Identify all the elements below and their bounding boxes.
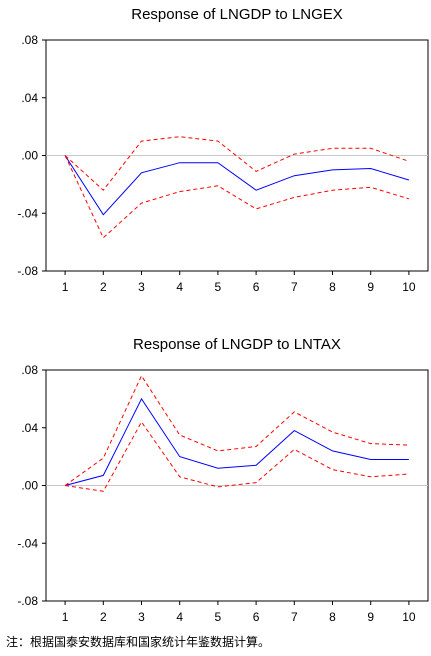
y-tick-label: -.04 xyxy=(17,536,38,550)
confidence-band-line xyxy=(64,155,410,239)
x-tick-label: 5 xyxy=(215,280,222,294)
y-tick-label: -.08 xyxy=(17,264,38,278)
y-tick-label: .08 xyxy=(21,363,38,377)
x-tick-label: 7 xyxy=(291,280,298,294)
x-tick-label: 7 xyxy=(291,610,298,624)
y-tick-label: .00 xyxy=(21,479,38,493)
x-tick-label: 6 xyxy=(253,280,260,294)
x-tick-label: 1 xyxy=(62,280,69,294)
x-tick-label: 3 xyxy=(138,280,145,294)
confidence-band-line xyxy=(64,374,409,486)
x-tick-label: 2 xyxy=(100,280,107,294)
x-tick-label: 9 xyxy=(367,610,374,624)
x-tick-label: 4 xyxy=(176,610,183,624)
x-tick-label: 8 xyxy=(329,280,336,294)
x-tick-label: 8 xyxy=(329,610,336,624)
y-tick-label: .04 xyxy=(21,91,38,105)
chart-title: Response of LNGDP to LNGEX xyxy=(131,6,343,23)
response-line xyxy=(64,155,410,216)
y-tick-label: .00 xyxy=(21,149,38,163)
chart-lngdp-to-lngex: Response of LNGDP to LNGEX .08 .04 .00 -.04 -… xyxy=(17,6,429,294)
confidence-band-line xyxy=(65,421,409,492)
x-tick-label: 9 xyxy=(367,280,374,294)
x-tick-label: 4 xyxy=(176,280,183,294)
footnote: 注：根据国泰安数据库和国家统计年鉴数据计算。 xyxy=(6,635,271,649)
x-tick-label: 10 xyxy=(402,280,416,294)
y-tick-label: .08 xyxy=(21,33,38,47)
x-tick-label: 6 xyxy=(253,610,260,624)
x-tick-label: 1 xyxy=(62,610,69,624)
y-tick-label: -.08 xyxy=(17,594,38,608)
x-tick-label: 3 xyxy=(138,610,145,624)
x-tick-label: 2 xyxy=(100,610,107,624)
x-tick-label: 5 xyxy=(215,610,222,624)
chart-title: Response of LNGDP to LNTAX xyxy=(133,336,341,353)
confidence-band-line xyxy=(64,136,410,191)
chart-lngdp-to-lntax: Response of LNGDP to LNTAX .08 .04 .00 -.04 -… xyxy=(17,336,429,624)
y-tick-label: -.04 xyxy=(17,206,38,220)
x-tick-label: 10 xyxy=(402,610,416,624)
y-tick-label: .04 xyxy=(21,421,38,435)
response-line xyxy=(64,397,409,486)
